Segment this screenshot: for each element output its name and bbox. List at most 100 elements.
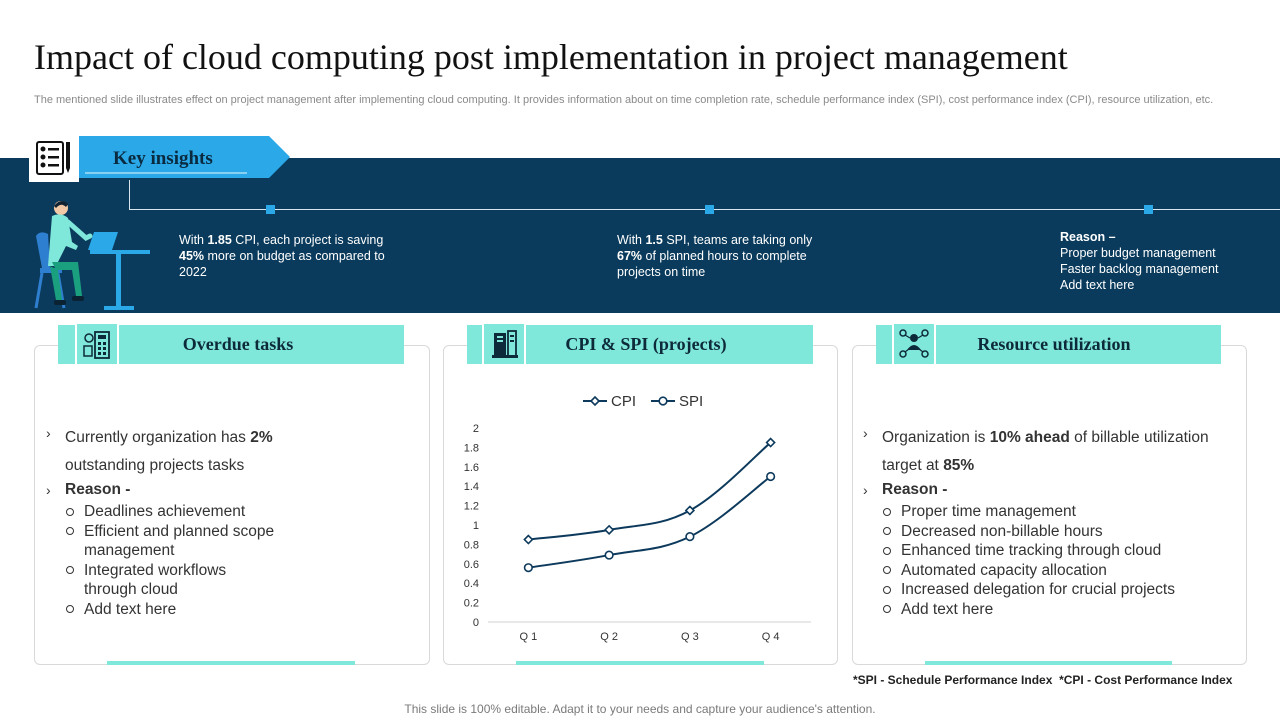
insights-band xyxy=(0,158,1280,313)
circle-bullet-icon xyxy=(883,527,891,536)
list-item-text: Automated capacity allocation xyxy=(901,561,1107,579)
footnote: *SPI - Schedule Performance Index *CPI -… xyxy=(853,673,1233,687)
data-point-spi xyxy=(604,550,614,560)
legend-label-cpi: CPI xyxy=(611,393,636,410)
x-tick-label: Q 4 xyxy=(762,631,780,643)
y-tick-label: 0.2 xyxy=(464,598,479,610)
resource-bullet-1: Organization is 10% ahead of billable ut… xyxy=(882,429,1209,474)
legend-label-spi: SPI xyxy=(679,393,703,410)
insight-reason-line: Faster backlog management xyxy=(1060,262,1219,276)
list-item-continuation: through cloud xyxy=(84,581,178,598)
overdue-sub-list: Deadlines achievement Efficient and plan… xyxy=(66,502,396,619)
key-insights-banner xyxy=(79,136,290,178)
list-item: Increased delegation for crucial project… xyxy=(883,580,1233,600)
timeline-marker xyxy=(1144,205,1153,214)
resource-sub-list: Proper time management Decreased non-bil… xyxy=(883,502,1233,619)
card-accent-bar xyxy=(516,661,764,665)
list-item-text: Decreased non-billable hours xyxy=(901,522,1103,540)
list-item: Deadlines achievement xyxy=(66,502,396,522)
data-point-spi xyxy=(766,471,776,482)
bullet-chevron-icon: › xyxy=(46,482,51,498)
circle-bullet-icon xyxy=(883,507,891,516)
y-tick-label: 1.8 xyxy=(464,442,479,454)
x-tick-label: Q 3 xyxy=(681,631,699,643)
y-tick-label: 0.6 xyxy=(464,559,479,571)
card-accent-bar xyxy=(925,661,1172,665)
checklist-icon xyxy=(29,136,79,182)
circle-bullet-icon xyxy=(883,605,891,614)
overdue-bullet-1: Currently organization has 2% outstandin… xyxy=(65,429,273,474)
timeline-connector xyxy=(129,180,130,210)
page-title: Impact of cloud computing post implement… xyxy=(34,37,1068,77)
timeline-line xyxy=(129,209,1280,210)
data-point-cpi xyxy=(523,534,534,545)
x-tick-label: Q 2 xyxy=(600,631,618,643)
list-item: Add text here xyxy=(66,600,396,620)
data-point-spi xyxy=(523,563,533,573)
list-item: Enhanced time tracking through cloud xyxy=(883,541,1233,561)
team-network-icon xyxy=(892,322,936,366)
circle-bullet-icon xyxy=(66,507,74,516)
circle-bullet-icon xyxy=(883,546,891,555)
list-item-text: Integrated workflows xyxy=(84,561,227,579)
circle-bullet-icon xyxy=(883,566,891,575)
resource-reason-title: Reason - xyxy=(882,481,948,498)
list-item-text: Add text here xyxy=(901,600,994,618)
list-item-text: Enhanced time tracking through cloud xyxy=(901,542,1162,559)
y-tick-label: 1.4 xyxy=(464,481,479,493)
data-point-cpi xyxy=(684,505,696,516)
list-item: Add text here xyxy=(883,600,1233,620)
series-line-spi xyxy=(528,475,772,569)
data-point-cpi xyxy=(603,524,615,535)
key-insights-label: Key insights xyxy=(113,148,213,169)
page-subtitle: The mentioned slide illustrates effect o… xyxy=(34,94,1214,106)
list-item-text: Efficient and planned scope xyxy=(84,522,275,540)
circle-bullet-icon xyxy=(66,566,74,575)
insight-reason-line: Add text here xyxy=(1060,278,1135,292)
circle-bullet-icon xyxy=(66,527,74,536)
overdue-reason-title: Reason - xyxy=(65,481,131,498)
insight-reason-line: Proper budget management xyxy=(1060,246,1216,260)
overdue-tasks-title: Overdue tasks xyxy=(182,334,294,354)
x-tick-label: Q 1 xyxy=(520,631,538,643)
person-at-laptop-illustration xyxy=(34,200,150,310)
cpi-spi-title: CPI & SPI (projects) xyxy=(565,334,727,354)
overdue-tasks-card xyxy=(34,345,430,665)
y-tick-label: 0.4 xyxy=(464,578,479,590)
list-item: Automated capacity allocation xyxy=(883,561,1233,581)
list-item-text: Deadlines achievement xyxy=(84,503,246,520)
card-accent-bar xyxy=(107,661,355,665)
cpi-spi-card xyxy=(443,345,838,665)
series-line-cpi xyxy=(528,441,772,541)
bullet-chevron-icon: › xyxy=(863,482,868,498)
data-point-spi xyxy=(685,532,695,542)
list-item-continuation: management xyxy=(84,542,175,559)
insight-reason: Reason – Proper budget management Faster… xyxy=(1060,229,1260,293)
timeline-marker xyxy=(705,205,714,214)
list-item: Efficient and planned scope xyxy=(66,522,396,542)
legend-marker-spi xyxy=(658,396,668,406)
circle-bullet-icon xyxy=(66,605,74,614)
list-item: Decreased non-billable hours xyxy=(883,522,1233,542)
bullet-chevron-icon: › xyxy=(863,425,868,441)
documents-icon xyxy=(482,322,526,366)
list-item: Proper time management xyxy=(883,502,1233,522)
y-tick-label: 1.6 xyxy=(464,462,479,474)
list-item-text: Increased delegation for crucial project… xyxy=(901,581,1175,598)
editable-note: This slide is 100% editable. Adapt it to… xyxy=(404,702,876,716)
y-tick-label: 1 xyxy=(473,520,479,532)
y-tick-label: 0.8 xyxy=(464,539,479,551)
y-tick-label: 2 xyxy=(473,423,479,435)
insight-spi: With 1.5 SPI, teams are taking only 67% … xyxy=(617,233,813,279)
y-tick-label: 1.2 xyxy=(464,501,479,513)
cpi-spi-line-chart: CPI SPI 0 0.2 0.4 0.6 0.8 1 1.2 1.4 1.6 1.8 2 Q 1 Q 2… xyxy=(464,393,811,643)
list-item-text: Proper time management xyxy=(901,503,1076,520)
resource-utilization-title: Resource utilization xyxy=(977,334,1131,354)
calculator-icon xyxy=(75,322,119,366)
y-tick-label: 0 xyxy=(473,617,479,629)
list-item: Integrated workflows xyxy=(66,561,396,581)
legend-marker-cpi xyxy=(589,395,601,407)
list-item-text: Add text here xyxy=(84,600,177,618)
insight-reason-title: Reason – xyxy=(1060,230,1116,244)
data-point-cpi xyxy=(765,437,776,448)
